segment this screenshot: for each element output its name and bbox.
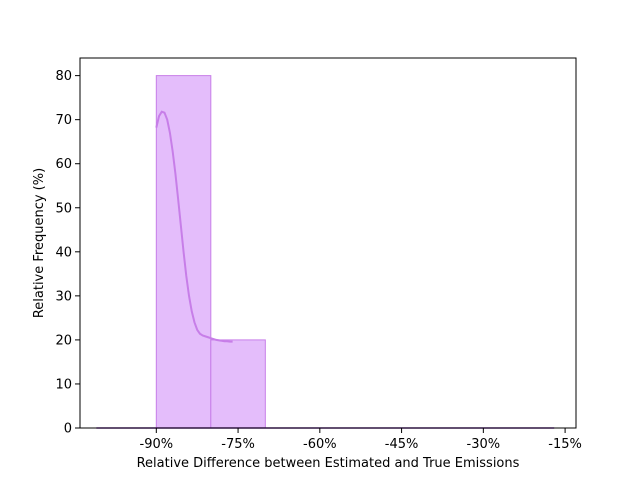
y-tick-label: 0: [64, 422, 72, 437]
x-axis-ticks: -90% -75% -60% -45% -30% -15%: [140, 428, 582, 452]
y-tick-label: 80: [55, 69, 72, 84]
x-tick-label: -30%: [467, 437, 501, 452]
x-tick-label: -75%: [221, 437, 255, 452]
y-tick-label: 10: [55, 377, 72, 392]
x-axis-label: Relative Difference between Estimated an…: [137, 456, 520, 471]
y-tick-label: 70: [55, 113, 72, 128]
x-tick-label: -60%: [303, 437, 337, 452]
x-tick-label: -15%: [548, 437, 582, 452]
x-tick-label: -45%: [385, 437, 419, 452]
kde-curve: [155, 110, 233, 343]
y-tick-label: 20: [55, 333, 72, 348]
histogram-bar-1: [210, 339, 266, 429]
y-axis-ticks: 0 10 20 30 40 50 60 70 80: [55, 69, 80, 437]
y-axis-label: Relative Frequency (%): [32, 168, 47, 318]
y-tick-label: 30: [55, 289, 72, 304]
histogram-bars: [155, 75, 266, 429]
y-tick-label: 60: [55, 157, 72, 172]
x-tick-label: -90%: [140, 437, 174, 452]
y-tick-label: 50: [55, 201, 72, 216]
y-tick-label: 40: [55, 245, 72, 260]
plot-frame: [79, 57, 577, 429]
